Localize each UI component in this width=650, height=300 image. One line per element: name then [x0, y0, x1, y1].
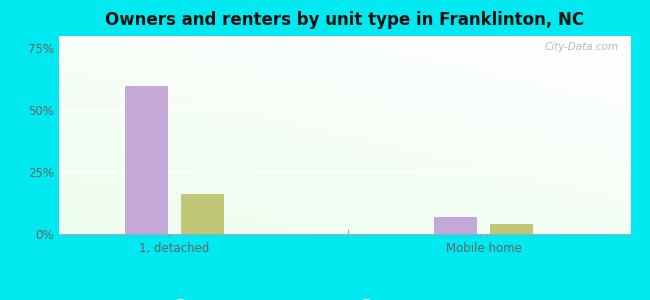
Bar — [125, 85, 168, 234]
Text: City-Data.com: City-Data.com — [545, 42, 619, 52]
Legend: Owner occupied units, Renter occupied units: Owner occupied units, Renter occupied un… — [162, 296, 526, 300]
Bar — [181, 194, 224, 234]
Bar — [490, 224, 533, 234]
Title: Owners and renters by unit type in Franklinton, NC: Owners and renters by unit type in Frank… — [105, 11, 584, 29]
Bar — [434, 217, 478, 234]
